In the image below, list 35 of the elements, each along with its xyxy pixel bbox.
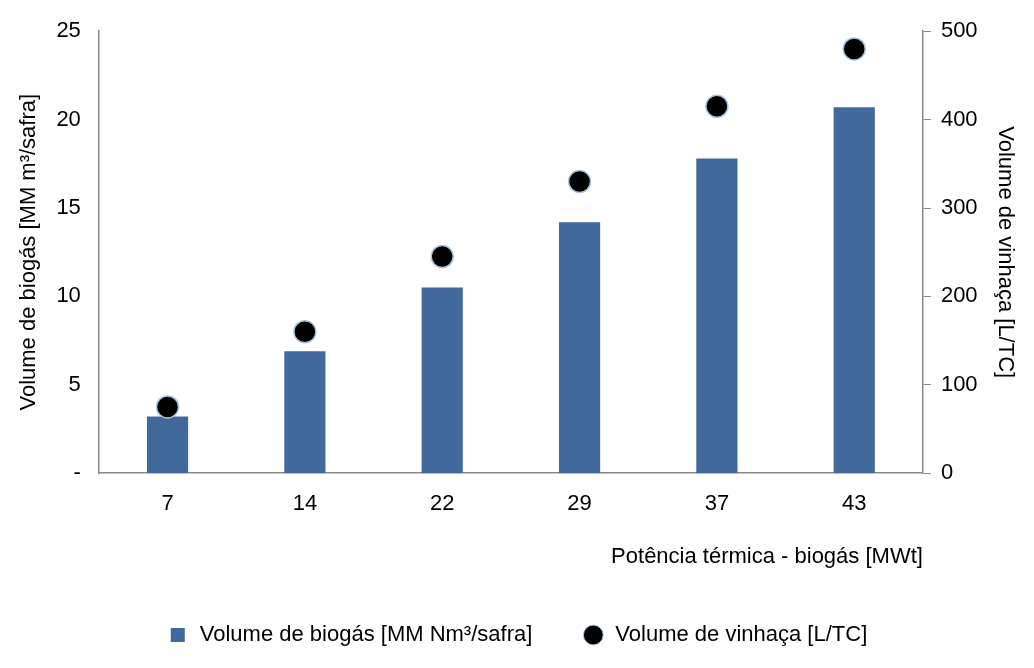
bar	[284, 351, 326, 474]
y-axis-title: Volume de biogás [MM m³/safra]	[15, 93, 41, 411]
legend-label: Volume de biogás [MM Nm³/safra]	[199, 621, 533, 647]
bar	[146, 416, 189, 474]
bar	[421, 287, 463, 474]
point	[155, 395, 180, 419]
y-tick-label: 20	[56, 105, 81, 131]
x-tick-label: 14	[292, 490, 318, 516]
y-tick-label: 15	[56, 194, 81, 220]
y-tick-label: 5	[68, 370, 81, 396]
point	[567, 169, 592, 194]
y2-tick-label: 0	[940, 459, 954, 485]
bar	[833, 107, 875, 474]
y2-axis-title: Volume de vinhaça [L/TC]	[993, 126, 1019, 379]
y2-tick-label: 400	[940, 105, 978, 131]
y-tick-label: -	[73, 459, 81, 485]
point	[705, 94, 729, 119]
y2-tick-label: 300	[940, 194, 978, 220]
y2-tick-label: 200	[940, 282, 978, 308]
y-tick-label: 10	[56, 282, 81, 308]
point	[293, 320, 317, 344]
bar	[696, 158, 738, 474]
x-tick-label: 43	[841, 490, 867, 516]
bar	[558, 222, 601, 474]
legend-label: Volume de vinhaça [L/TC]	[615, 621, 868, 647]
y2-tick-label: 100	[940, 370, 978, 396]
point	[430, 244, 454, 269]
y-tick-label: 25	[56, 17, 81, 43]
x-tick-label: 22	[429, 490, 455, 516]
point	[842, 37, 866, 61]
x-tick-label: 37	[704, 490, 730, 516]
y2-tick-label: 500	[940, 17, 978, 43]
x-tick-label: 7	[161, 490, 174, 516]
x-axis-title: Potência térmica - biogás [MWt]	[611, 542, 923, 568]
x-tick-label: 29	[567, 490, 592, 516]
